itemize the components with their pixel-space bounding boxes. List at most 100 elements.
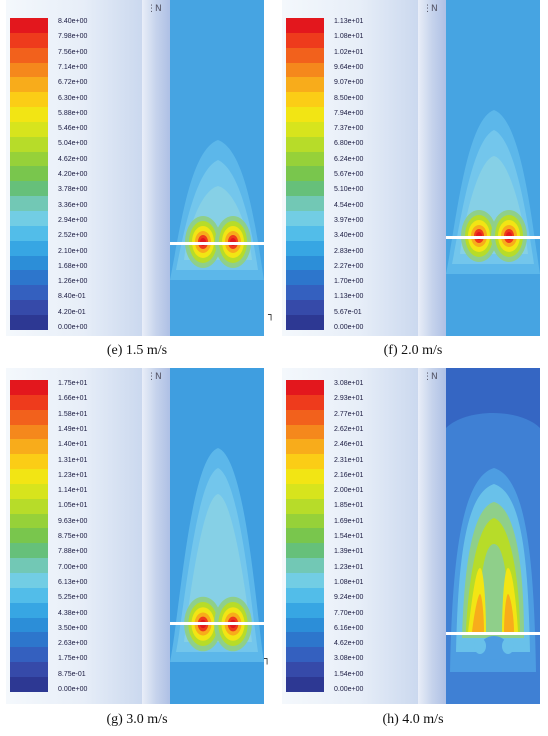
legend-swatch bbox=[10, 380, 48, 395]
legend-swatch bbox=[10, 572, 48, 588]
corner-mark: ┐ bbox=[268, 310, 275, 321]
legend-label: 2.46e+01 bbox=[334, 441, 364, 449]
legend-swatch bbox=[286, 77, 324, 93]
legend-label: 4.54e+00 bbox=[334, 201, 364, 209]
corner-mark: ┐ bbox=[264, 654, 271, 665]
legend-swatch bbox=[10, 394, 48, 410]
legend-swatch bbox=[286, 380, 324, 395]
legend-label: 2.63e+00 bbox=[58, 640, 88, 648]
legend-swatch bbox=[286, 18, 324, 33]
legend-swatch bbox=[286, 439, 324, 455]
legend-swatch bbox=[10, 602, 48, 618]
panel-h: 3.08e+01 2.93e+01 2.77e+01 2.62e+01 2.46e+01… bbox=[282, 368, 544, 704]
panel-f: 1.13e+01 1.08e+01 1.02e+01 9.64e+00 9.07e+00… bbox=[282, 0, 544, 336]
legend-label: 2.62e+01 bbox=[334, 425, 364, 433]
legend-label: 3.40e+00 bbox=[334, 232, 364, 240]
legend-label: 1.54e+01 bbox=[334, 533, 364, 540]
legend-swatch bbox=[286, 498, 324, 514]
legend-swatch bbox=[286, 121, 324, 137]
legend-label: 8.75e-01 bbox=[58, 670, 86, 678]
legend-swatch bbox=[10, 136, 48, 152]
legend-label: 7.14e+00 bbox=[58, 63, 88, 71]
legend-label: 1.05e+01 bbox=[58, 502, 88, 510]
legend-label: 1.13e+00 bbox=[334, 293, 364, 301]
legend-swatch bbox=[10, 92, 48, 108]
legend-swatch bbox=[10, 107, 48, 122]
legend-swatch bbox=[10, 240, 48, 256]
legend-swatch bbox=[10, 47, 48, 63]
legend-label: 4.20e-01 bbox=[58, 308, 86, 316]
legend-label: 0.00e+00 bbox=[334, 324, 364, 331]
panel-e: 8.40e+00 7.98e+00 7.56e+00 7.14e+00 6.72e+00… bbox=[6, 0, 274, 336]
legend-label: 7.56e+00 bbox=[58, 48, 88, 56]
legend-label: 1.02e+01 bbox=[334, 48, 364, 56]
panel-g: 1.75e+01 1.66e+01 1.58e+01 1.49e+01 1.40e+01… bbox=[6, 368, 271, 704]
color-legend: 8.40e+00 7.98e+00 7.56e+00 7.14e+00 6.72e+00… bbox=[6, 0, 146, 336]
legend-label: 1.13e+01 bbox=[334, 18, 364, 25]
legend-swatch bbox=[10, 632, 48, 648]
legend-label: 8.75e+00 bbox=[58, 533, 88, 540]
legend-swatch bbox=[286, 558, 324, 573]
velocity-contour-svg bbox=[446, 0, 540, 336]
flow-domain bbox=[170, 368, 264, 704]
legend-label: 2.27e+00 bbox=[334, 262, 364, 270]
legend-label: 4.62e+00 bbox=[58, 155, 88, 163]
legend-swatch bbox=[10, 483, 48, 499]
legend-swatch bbox=[286, 270, 324, 286]
legend-label: 7.88e+00 bbox=[58, 548, 88, 556]
legend-label: 3.08e+01 bbox=[334, 380, 364, 387]
plate-line bbox=[170, 622, 264, 625]
color-legend: 1.13e+01 1.08e+01 1.02e+01 9.64e+00 9.07e+00… bbox=[282, 0, 422, 336]
contour-band bbox=[472, 594, 484, 632]
legend-label: 2.10e+00 bbox=[58, 247, 88, 255]
legend-swatch bbox=[10, 181, 48, 197]
legend-swatch bbox=[286, 136, 324, 152]
legend-separator bbox=[418, 0, 446, 336]
legend-label: 1.85e+01 bbox=[334, 502, 364, 510]
legend-label: 1.70e+00 bbox=[334, 278, 364, 286]
legend-label: 1.39e+01 bbox=[334, 548, 364, 556]
axis-triad-icon: ⋮N bbox=[147, 372, 162, 382]
legend-label: 5.67e-01 bbox=[334, 308, 362, 316]
legend-label: 2.77e+01 bbox=[334, 410, 364, 418]
color-legend: 3.08e+01 2.93e+01 2.77e+01 2.62e+01 2.46e+01… bbox=[282, 368, 422, 704]
legend-swatch bbox=[10, 617, 48, 633]
legend-swatch bbox=[286, 240, 324, 256]
legend-label: 7.98e+00 bbox=[58, 33, 88, 41]
legend-label: 1.54e+00 bbox=[334, 670, 364, 678]
legend-swatch bbox=[10, 439, 48, 455]
legend-swatch bbox=[10, 454, 48, 470]
legend-label: 1.40e+01 bbox=[58, 441, 88, 449]
legend-swatch bbox=[286, 62, 324, 78]
legend-swatch bbox=[286, 181, 324, 197]
legend-swatch bbox=[10, 300, 48, 315]
legend-label: 7.37e+00 bbox=[334, 125, 364, 133]
axis-triad-icon: ⋮N bbox=[423, 4, 438, 14]
legend-swatch bbox=[10, 513, 48, 529]
axis-triad-icon: ⋮N bbox=[147, 4, 162, 14]
legend-swatches bbox=[286, 18, 324, 330]
legend-label: 9.64e+00 bbox=[334, 63, 364, 71]
legend-label: 2.52e+00 bbox=[58, 232, 88, 240]
legend-swatch bbox=[10, 558, 48, 573]
legend-label: 7.70e+00 bbox=[334, 609, 364, 617]
legend-label: 2.93e+01 bbox=[334, 395, 364, 403]
legend-label: 9.24e+00 bbox=[334, 594, 364, 602]
legend-label: 1.08e+01 bbox=[334, 33, 364, 41]
legend-label: 1.58e+01 bbox=[58, 410, 88, 418]
legend-label: 8.50e+00 bbox=[334, 94, 364, 102]
legend-swatch bbox=[286, 602, 324, 618]
legend-swatch bbox=[10, 151, 48, 167]
legend-swatch bbox=[286, 647, 324, 663]
legend-label: 1.66e+01 bbox=[58, 395, 88, 403]
legend-swatch bbox=[286, 394, 324, 410]
legend-swatch bbox=[286, 632, 324, 648]
legend-swatch bbox=[10, 121, 48, 137]
legend-label: 3.08e+00 bbox=[334, 655, 364, 663]
legend-swatch bbox=[10, 409, 48, 425]
legend-swatch bbox=[10, 255, 48, 271]
legend-swatch bbox=[10, 498, 48, 514]
color-legend: 1.75e+01 1.66e+01 1.58e+01 1.49e+01 1.40e+01… bbox=[6, 368, 146, 704]
legend-swatch bbox=[10, 18, 48, 33]
legend-label: 1.68e+00 bbox=[58, 262, 88, 270]
